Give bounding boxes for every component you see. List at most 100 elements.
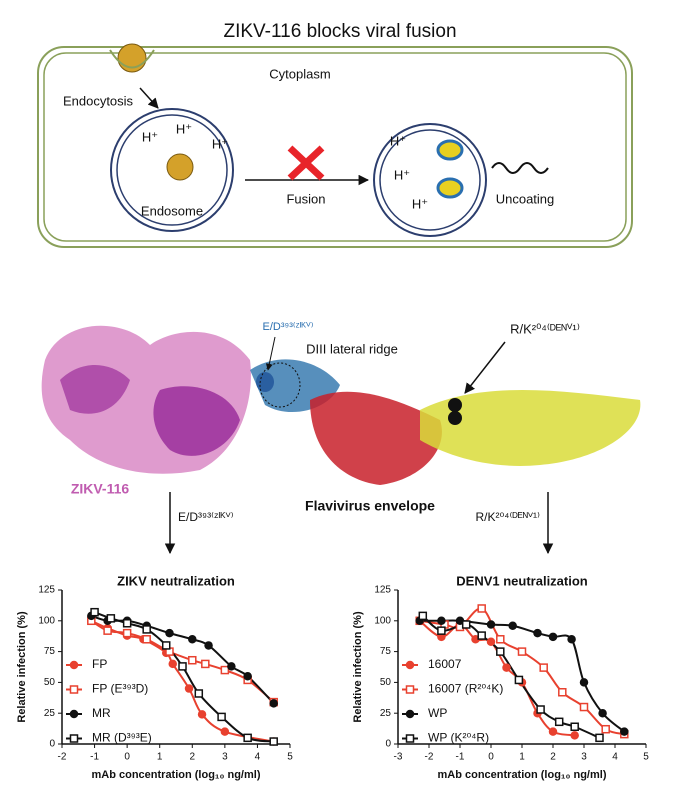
x-tick-label: 0	[488, 752, 494, 763]
label: Flavivirus envelope	[305, 498, 435, 514]
point	[548, 727, 558, 736]
fit-line	[94, 611, 274, 743]
legend-label: 16007 (R²⁰⁴K)	[428, 682, 503, 696]
legend-marker	[69, 685, 79, 694]
x-tick-label: 1	[157, 752, 163, 763]
x-axis-label: mAb concentration (log₁₀ ng/ml)	[91, 769, 260, 781]
chart-title: ZIKV neutralization	[117, 573, 235, 588]
antibody-structure	[60, 365, 130, 414]
point	[122, 619, 132, 628]
point	[217, 712, 226, 722]
cell-outer	[37, 46, 633, 248]
y-tick-label: 75	[380, 646, 392, 657]
diagram-title: ZIKV-116 blocks viral fusion	[223, 21, 456, 42]
point	[204, 641, 213, 650]
point	[161, 641, 171, 650]
cell-inner	[43, 52, 627, 242]
point	[90, 607, 99, 617]
point	[517, 647, 527, 656]
point	[269, 699, 278, 708]
x-tick-label: -2	[58, 752, 67, 763]
point	[548, 632, 558, 642]
legend-marker	[69, 734, 79, 743]
point	[496, 647, 505, 656]
protein	[436, 177, 464, 199]
point	[103, 626, 112, 635]
y-axis-label: Relative infection (%)	[16, 611, 28, 723]
point	[188, 655, 197, 665]
label: E/D³⁹³⁽ᶻᴵᴷⱽ⁾	[263, 321, 314, 333]
point	[201, 659, 210, 669]
point	[570, 722, 579, 732]
x-tick-label: 1	[519, 752, 525, 763]
point	[536, 705, 545, 714]
point	[620, 727, 629, 736]
y-tick-label: 100	[38, 615, 55, 626]
label: Cytoplasm	[269, 66, 330, 81]
point	[437, 626, 446, 635]
point	[418, 611, 428, 621]
site	[448, 398, 462, 412]
proton: H⁺	[142, 129, 158, 144]
point	[168, 659, 177, 669]
rna	[491, 162, 549, 174]
point	[533, 628, 542, 638]
endosome-outer	[373, 123, 487, 237]
point	[496, 635, 505, 644]
legend-label: WP (K²⁰⁴R)	[428, 731, 489, 745]
point	[570, 731, 579, 740]
x-tick-label: -2	[425, 752, 434, 763]
label: DIII lateral ridge	[306, 341, 398, 356]
label: R/K²⁰⁴⁽ᴰᴱᴺⱽ¹⁾	[510, 321, 580, 336]
point	[558, 688, 567, 697]
point	[579, 702, 589, 712]
domain-i	[310, 391, 442, 485]
legend-marker	[405, 734, 415, 743]
point	[502, 663, 511, 672]
label: ZIKV-116	[71, 481, 130, 497]
point	[106, 614, 116, 623]
proton: H⁺	[212, 136, 228, 151]
point	[437, 616, 446, 626]
x-tick-label: 4	[255, 752, 261, 763]
point	[579, 678, 589, 687]
site	[448, 411, 462, 425]
point	[595, 733, 604, 743]
y-tick-label: 50	[44, 677, 56, 688]
point	[601, 724, 610, 734]
pit	[109, 49, 155, 69]
x-tick-label: -1	[90, 752, 99, 763]
legend-label: 16007	[428, 657, 462, 671]
legend-label: WP	[428, 706, 447, 720]
y-tick-label: 25	[44, 708, 56, 719]
arrow	[139, 87, 159, 109]
block-mark	[287, 145, 325, 181]
point	[188, 635, 197, 644]
endosome-inner	[379, 129, 481, 231]
legend-marker	[405, 685, 415, 694]
fit-line	[422, 615, 600, 739]
point	[243, 733, 252, 743]
y-axis-label: Relative infection (%)	[352, 611, 364, 723]
y-tick-label: 125	[38, 585, 55, 596]
y-tick-label: 100	[374, 615, 391, 626]
point	[220, 727, 230, 736]
legend-marker	[405, 709, 415, 719]
chart-title: DENV1 neutralization	[456, 573, 588, 588]
y-tick-label: 0	[49, 739, 55, 750]
point	[486, 637, 496, 646]
point	[142, 625, 151, 634]
site	[256, 372, 274, 392]
label: E/D³⁹³⁽ᶻᴵᴷⱽ⁾	[178, 510, 234, 524]
legend-marker	[69, 709, 79, 719]
proton: H⁺	[412, 196, 428, 211]
antibody-structure	[153, 386, 240, 456]
x-tick-label: 3	[581, 752, 587, 763]
point	[227, 662, 236, 671]
point	[508, 621, 517, 630]
x-axis-label: mAb concentration (log₁₀ ng/ml)	[437, 769, 606, 781]
x-tick-label: -3	[394, 752, 403, 763]
x-tick-label: -1	[456, 752, 465, 763]
domain-ii	[420, 390, 641, 466]
